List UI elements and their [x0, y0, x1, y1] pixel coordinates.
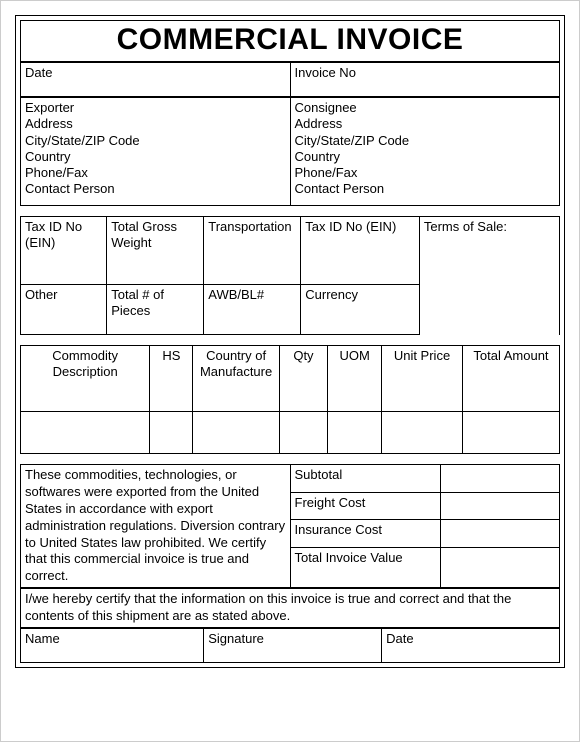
date-invoice-row: Date Invoice No	[20, 62, 560, 97]
consignee-l0: Consignee	[295, 100, 556, 116]
exporter-cell: Exporter Address City/State/ZIP Code Cou…	[21, 98, 291, 206]
consignee-cell: Consignee Address City/State/ZIP Code Co…	[290, 98, 560, 206]
footer-block: These commodities, technologies, or soft…	[20, 464, 560, 588]
col-total-amount: Total Amount	[462, 346, 559, 412]
exporter-l4: Phone/Fax	[25, 165, 286, 181]
gross-weight: Total Gross Weight	[107, 217, 204, 285]
consignee-l4: Phone/Fax	[295, 165, 556, 181]
col-hs: HS	[150, 346, 193, 412]
col-qty: Qty	[279, 346, 328, 412]
sig-date-cell: Date	[382, 629, 560, 663]
freight-value	[441, 492, 560, 520]
consignee-l1: Address	[295, 116, 556, 132]
terms-of-sale: Terms of Sale:	[419, 217, 559, 335]
signature-cell: Signature	[204, 629, 382, 663]
total-value	[441, 548, 560, 588]
exporter-l2: City/State/ZIP Code	[25, 133, 286, 149]
certify-text: I/we hereby certify that the information…	[21, 589, 560, 628]
exporter-l0: Exporter	[25, 100, 286, 116]
insurance-value	[441, 520, 560, 548]
tax-id-2: Tax ID No (EIN)	[301, 217, 420, 285]
invoice-no-cell: Invoice No	[290, 63, 560, 97]
exporter-l3: Country	[25, 149, 286, 165]
item-row-empty	[21, 412, 560, 454]
invoice-title: COMMERCIAL INVOICE	[20, 20, 560, 62]
col-country-mfr: Country of Manufacture	[193, 346, 279, 412]
pieces: Total # of Pieces	[107, 285, 204, 335]
other: Other	[21, 285, 107, 335]
transportation: Transportation	[204, 217, 301, 285]
awb-bl: AWB/BL#	[204, 285, 301, 335]
consignee-l2: City/State/ZIP Code	[295, 133, 556, 149]
col-unit-price: Unit Price	[382, 346, 463, 412]
subtotal-label: Subtotal	[290, 465, 441, 493]
name-cell: Name	[21, 629, 204, 663]
items-table: Commodity Description HS Country of Manu…	[20, 345, 560, 454]
currency: Currency	[301, 285, 420, 335]
insurance-label: Insurance Cost	[290, 520, 441, 548]
exporter-l5: Contact Person	[25, 181, 286, 197]
info-block: Tax ID No (EIN) Total Gross Weight Trans…	[20, 216, 560, 335]
col-uom: UOM	[328, 346, 382, 412]
certify-row: I/we hereby certify that the information…	[20, 588, 560, 628]
consignee-l5: Contact Person	[295, 181, 556, 197]
exporter-l1: Address	[25, 116, 286, 132]
subtotal-value	[441, 465, 560, 493]
consignee-l3: Country	[295, 149, 556, 165]
total-label: Total Invoice Value	[290, 548, 441, 588]
tax-id-1: Tax ID No (EIN)	[21, 217, 107, 285]
freight-label: Freight Cost	[290, 492, 441, 520]
signature-row: Name Signature Date	[20, 628, 560, 663]
col-commodity: Commodity Description	[21, 346, 150, 412]
parties-row: Exporter Address City/State/ZIP Code Cou…	[20, 97, 560, 206]
export-note: These commodities, technologies, or soft…	[21, 465, 291, 588]
date-cell: Date	[21, 63, 291, 97]
